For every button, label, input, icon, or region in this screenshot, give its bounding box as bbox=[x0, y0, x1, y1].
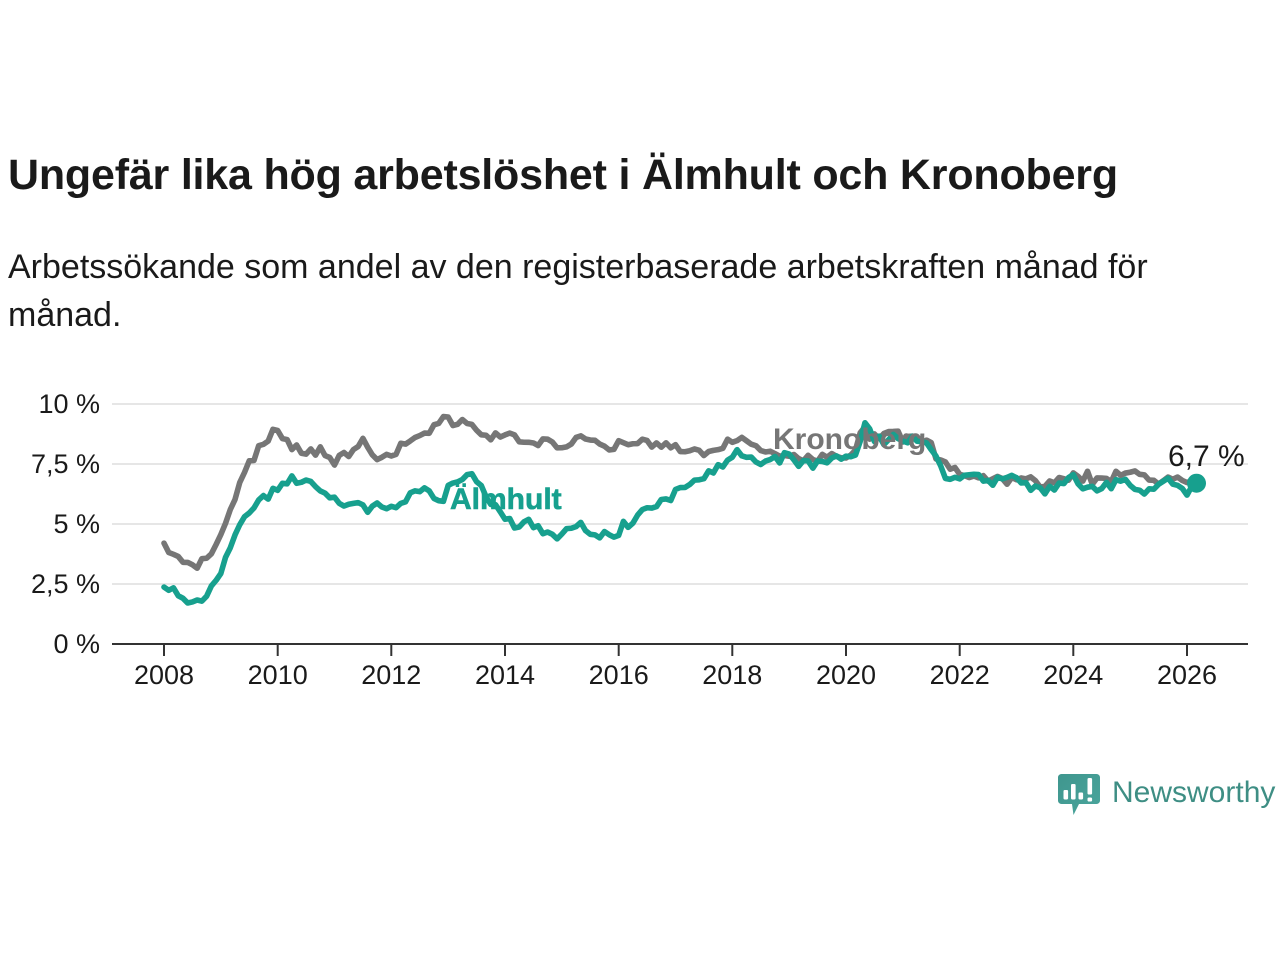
svg-text:5 %: 5 % bbox=[53, 509, 100, 539]
svg-text:2008: 2008 bbox=[134, 660, 194, 690]
svg-text:2,5 %: 2,5 % bbox=[31, 569, 100, 599]
svg-text:2010: 2010 bbox=[248, 660, 308, 690]
svg-text:2016: 2016 bbox=[589, 660, 649, 690]
svg-text:Kronoberg: Kronoberg bbox=[773, 423, 926, 456]
svg-text:2024: 2024 bbox=[1043, 660, 1103, 690]
svg-text:0 %: 0 % bbox=[53, 629, 100, 659]
svg-text:7,5 %: 7,5 % bbox=[31, 449, 100, 479]
svg-text:10 %: 10 % bbox=[38, 389, 100, 419]
svg-text:2022: 2022 bbox=[930, 660, 990, 690]
svg-text:2020: 2020 bbox=[816, 660, 876, 690]
svg-text:Älmhult: Älmhult bbox=[450, 483, 562, 516]
svg-text:2026: 2026 bbox=[1157, 660, 1217, 690]
svg-text:2012: 2012 bbox=[361, 660, 421, 690]
svg-text:2014: 2014 bbox=[475, 660, 535, 690]
svg-text:6,7 %: 6,7 % bbox=[1168, 440, 1245, 473]
svg-text:2018: 2018 bbox=[702, 660, 762, 690]
